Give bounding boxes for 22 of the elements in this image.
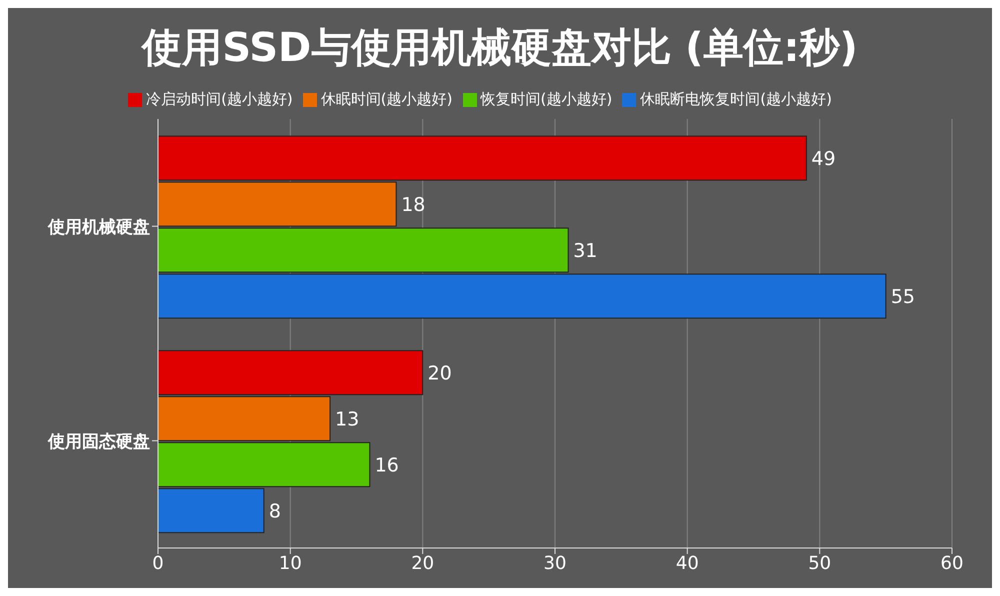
data-label: 20 [428, 362, 452, 384]
chart-title: 使用SSD与使用机械硬盘对比 (单位:秒) [140, 24, 859, 73]
x-tick-label: 0 [152, 552, 164, 574]
y-tick-label: 使用机械硬盘 [47, 217, 150, 238]
data-label: 49 [811, 148, 836, 170]
y-tick-label: 使用固态硬盘 [47, 432, 150, 452]
data-label: 13 [335, 408, 360, 430]
data-label: 8 [268, 500, 281, 522]
legend-label: 休眠断电恢复时间(越小越好) [640, 90, 832, 108]
legend-label: 休眠时间(越小越好) [320, 90, 452, 108]
data-label: 16 [374, 454, 399, 476]
x-tick-label: 20 [411, 552, 434, 574]
x-tick-label: 30 [544, 552, 566, 574]
x-tick-label: 10 [278, 552, 302, 574]
data-label: 18 [401, 194, 426, 216]
x-tick-label: 40 [676, 552, 699, 574]
legend-label: 恢复时间(越小越好) [480, 90, 612, 108]
x-tick-label: 50 [808, 552, 832, 574]
x-tick-label: 60 [940, 552, 964, 574]
data-label: 55 [890, 286, 916, 308]
data-label: 31 [573, 240, 598, 262]
legend-label: 冷启动时间(越小越好) [146, 90, 293, 108]
